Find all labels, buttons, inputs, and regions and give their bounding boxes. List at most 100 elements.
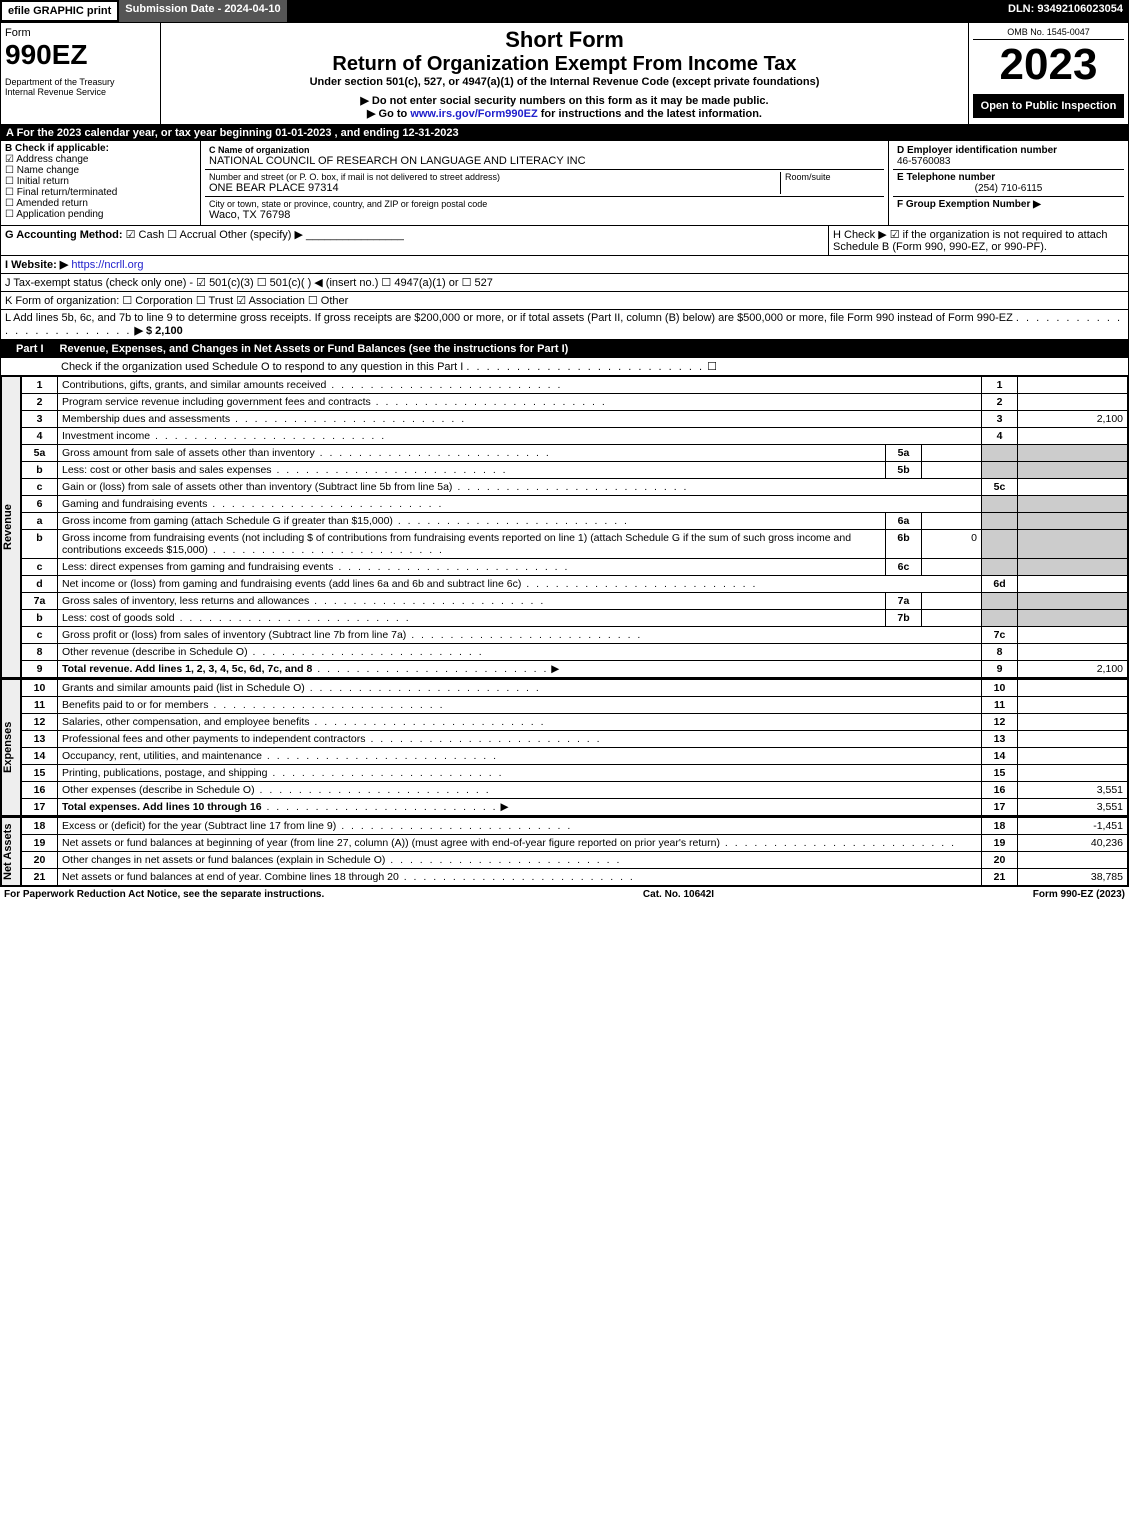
right-num-shade <box>982 530 1018 559</box>
part1-bar: Part I Revenue, Expenses, and Changes in… <box>0 340 1129 358</box>
page-footer: For Paperwork Reduction Act Notice, see … <box>0 887 1129 902</box>
amount <box>1018 479 1128 496</box>
line-row: 8Other revenue (describe in Schedule O)8 <box>22 644 1128 661</box>
part1-check-text: Check if the organization used Schedule … <box>61 361 463 373</box>
mid-value <box>922 593 982 610</box>
line-num: 3 <box>22 411 58 428</box>
g-opts[interactable]: ☑ Cash ☐ Accrual Other (specify) ▶ <box>126 229 303 241</box>
right-num-shade <box>982 462 1018 479</box>
l-row: L Add lines 5b, 6c, and 7b to line 9 to … <box>0 310 1129 340</box>
h-text[interactable]: H Check ▶ ☑ if the organization is not r… <box>828 226 1128 255</box>
mid-value <box>922 610 982 627</box>
right-num: 11 <box>982 697 1018 714</box>
part1-check-row[interactable]: Check if the organization used Schedule … <box>0 358 1129 376</box>
line-num: 6 <box>22 496 58 513</box>
amount <box>1018 697 1128 714</box>
line-text: Gross income from gaming (attach Schedul… <box>58 513 886 530</box>
goto-link[interactable]: ▶ Go to www.irs.gov/Form990EZ for instru… <box>165 107 964 120</box>
right-num: 3 <box>982 411 1018 428</box>
line-row: 13Professional fees and other payments t… <box>22 731 1128 748</box>
box-def: D Employer identification number 46-5760… <box>888 141 1128 225</box>
mid-label: 6a <box>886 513 922 530</box>
amount: 3,551 <box>1018 782 1128 799</box>
line-text: Other changes in net assets or fund bala… <box>58 852 982 869</box>
i-label: I Website: ▶ <box>5 259 68 271</box>
g-line[interactable]: ________________ <box>306 229 404 241</box>
line-row: 20Other changes in net assets or fund ba… <box>22 852 1128 869</box>
b-label: B Check if applicable: <box>5 143 196 154</box>
b-checkbox-4[interactable]: Amended return <box>5 198 196 209</box>
line-num: 8 <box>22 644 58 661</box>
website-link[interactable]: https://ncrll.org <box>71 259 143 271</box>
line-row: bLess: cost or other basis and sales exp… <box>22 462 1128 479</box>
line-text: Total revenue. Add lines 1, 2, 3, 4, 5c,… <box>58 661 982 678</box>
line-row: bGross income from fundraising events (n… <box>22 530 1128 559</box>
k-row[interactable]: K Form of organization: ☐ Corporation ☐ … <box>0 292 1129 310</box>
expenses-vlabel: Expenses <box>1 679 21 816</box>
j-row[interactable]: J Tax-exempt status (check only one) - ☑… <box>0 274 1129 292</box>
l-text: L Add lines 5b, 6c, and 7b to line 9 to … <box>5 312 1013 324</box>
line-num: 9 <box>22 661 58 678</box>
expenses-block: Expenses 10Grants and similar amounts pa… <box>0 679 1129 817</box>
mid-label: 6b <box>886 530 922 559</box>
revenue-vlabel: Revenue <box>1 376 21 678</box>
b-checkbox-1[interactable]: Name change <box>5 165 196 176</box>
line-row: 3Membership dues and assessments32,100 <box>22 411 1128 428</box>
mid-value <box>922 462 982 479</box>
line-text: Total expenses. Add lines 10 through 16 … <box>58 799 982 816</box>
line-row: 10Grants and similar amounts paid (list … <box>22 680 1128 697</box>
bcdef-block: B Check if applicable: Address changeNam… <box>0 141 1129 226</box>
b-checkbox-2[interactable]: Initial return <box>5 176 196 187</box>
line-text: Other expenses (describe in Schedule O) <box>58 782 982 799</box>
line-num: 10 <box>22 680 58 697</box>
line-text: Net assets or fund balances at end of ye… <box>58 869 982 886</box>
line-row: 17Total expenses. Add lines 10 through 1… <box>22 799 1128 816</box>
line-row: 21Net assets or fund balances at end of … <box>22 869 1128 886</box>
efile-label[interactable]: efile GRAPHIC print <box>0 0 119 22</box>
right-num: 2 <box>982 394 1018 411</box>
line-text: Other revenue (describe in Schedule O) <box>58 644 982 661</box>
k-text[interactable]: K Form of organization: ☐ Corporation ☐ … <box>1 292 1128 309</box>
footer-right: Form 990-EZ (2023) <box>1033 889 1125 900</box>
right-num-shade <box>982 610 1018 627</box>
line-row: 19Net assets or fund balances at beginni… <box>22 835 1128 852</box>
b-checkbox-3[interactable]: Final return/terminated <box>5 187 196 198</box>
right-num: 14 <box>982 748 1018 765</box>
line-text: Gaming and fundraising events <box>58 496 982 513</box>
form-number: 990EZ <box>5 39 156 71</box>
right-num: 6d <box>982 576 1018 593</box>
ssn-warning: ▶ Do not enter social security numbers o… <box>165 94 964 107</box>
line-num: c <box>22 479 58 496</box>
mid-value <box>922 513 982 530</box>
b-checkbox-0[interactable]: Address change <box>5 154 196 165</box>
l-amt: ▶ $ 2,100 <box>134 325 182 337</box>
line-num: 15 <box>22 765 58 782</box>
line-text: Gain or (loss) from sale of assets other… <box>58 479 982 496</box>
ein: 46-5760083 <box>897 156 1120 167</box>
form-title: Return of Organization Exempt From Incom… <box>165 53 964 76</box>
line-num: 18 <box>22 818 58 835</box>
city-label: City or town, state or province, country… <box>209 199 880 209</box>
line-text: Less: cost or other basis and sales expe… <box>58 462 886 479</box>
b-checkbox-5[interactable]: Application pending <box>5 209 196 220</box>
line-row: dNet income or (loss) from gaming and fu… <box>22 576 1128 593</box>
amount-shade <box>1018 593 1128 610</box>
amount-shade <box>1018 462 1128 479</box>
line-text: Printing, publications, postage, and shi… <box>58 765 982 782</box>
dept: Department of the Treasury <box>5 77 156 87</box>
line-num: 5a <box>22 445 58 462</box>
phone: (254) 710-6115 <box>897 183 1120 194</box>
j-text[interactable]: J Tax-exempt status (check only one) - ☑… <box>1 274 1128 291</box>
line-text: Gross amount from sale of assets other t… <box>58 445 886 462</box>
city: Waco, TX 76798 <box>209 209 880 221</box>
line-row: cLess: direct expenses from gaming and f… <box>22 559 1128 576</box>
irs-link[interactable]: www.irs.gov/Form990EZ <box>410 108 537 120</box>
line-text: Contributions, gifts, grants, and simila… <box>58 377 982 394</box>
part1-check-box[interactable]: ☐ <box>707 361 717 373</box>
line-text: Professional fees and other payments to … <box>58 731 982 748</box>
line-row: aGross income from gaming (attach Schedu… <box>22 513 1128 530</box>
right-num: 5c <box>982 479 1018 496</box>
line-num: 19 <box>22 835 58 852</box>
line-row: 11Benefits paid to or for members11 <box>22 697 1128 714</box>
line-text: Investment income <box>58 428 982 445</box>
